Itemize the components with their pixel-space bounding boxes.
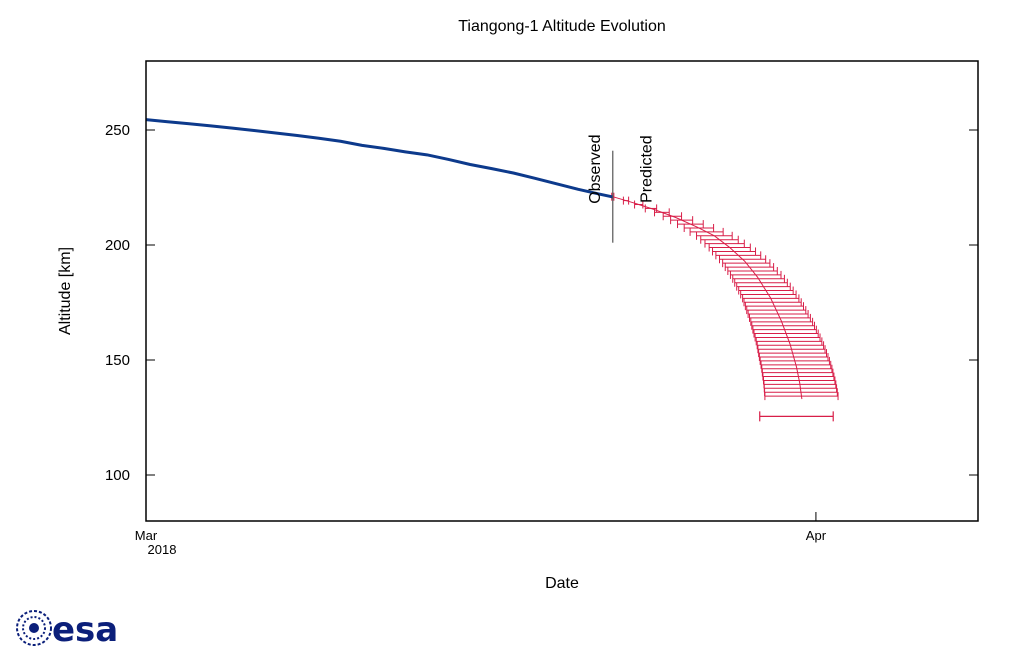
plot-frame [145,60,979,522]
x-tick-label: Mar [135,528,158,543]
plot-area: Observed Predicted [145,118,839,422]
esa-globe-icon [16,610,52,646]
annotation-observed: Observed [587,134,604,203]
y-tick-label: 250 [105,122,130,139]
predicted-error-bars [611,192,839,422]
y-tick-label: 100 [105,467,130,484]
y-tick-label: 150 [105,352,130,369]
observed-line [145,118,614,199]
x-tick-sublabel: 2018 [148,542,177,557]
x-tick-label: Apr [806,528,827,543]
chart-title: Tiangong-1 Altitude Evolution [458,18,666,35]
annotation-predicted: Predicted [639,135,656,203]
y-axis-label: Altitude [km] [57,247,74,335]
y-tick-label: 200 [105,237,130,254]
esa-logo: esa [16,610,118,650]
esa-logo-text: esa [52,610,118,650]
predicted-line [612,196,803,400]
x-axis-label: Date [545,575,579,592]
